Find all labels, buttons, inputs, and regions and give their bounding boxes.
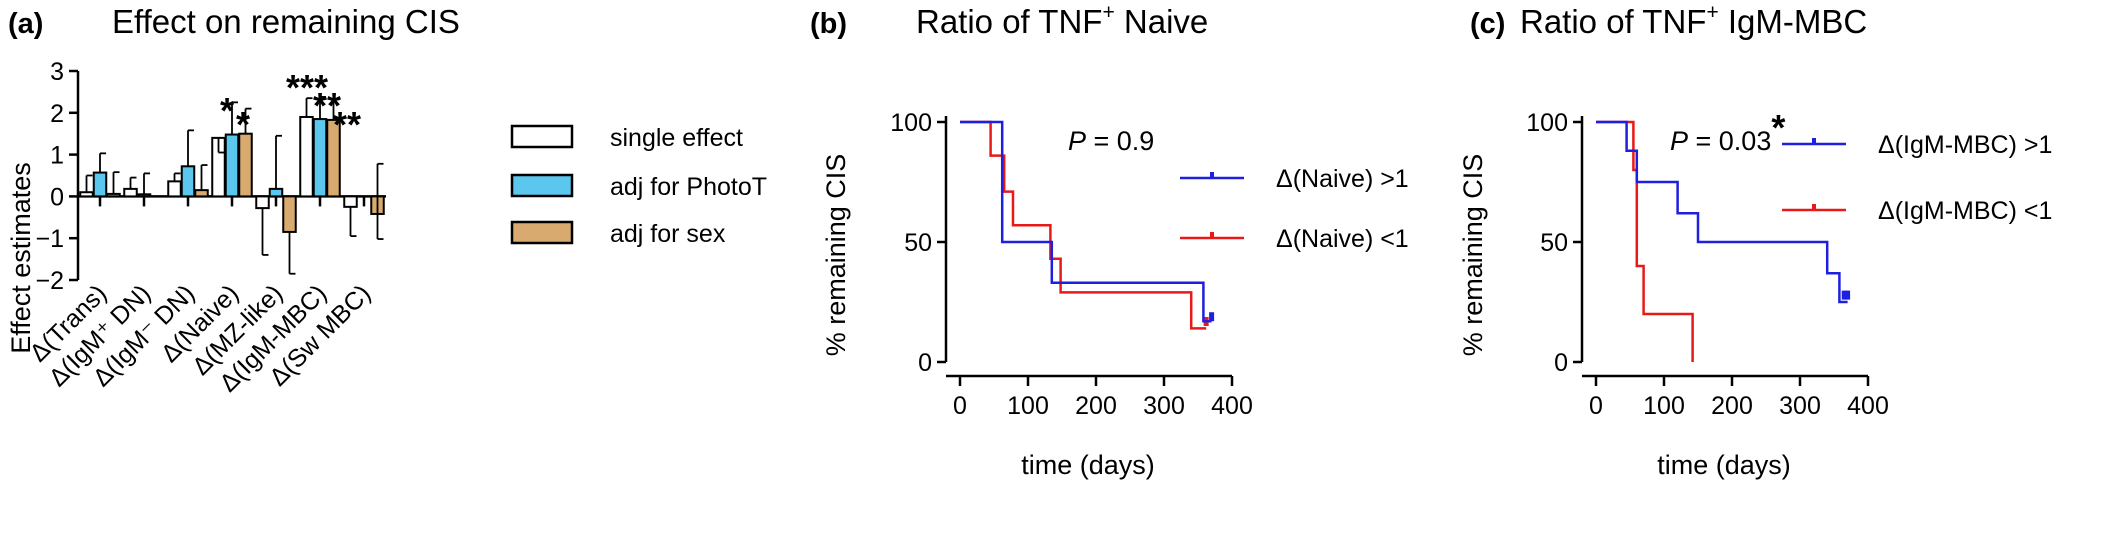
panel-b: (b) Ratio of TNF+ Naive % remaining CIS … [810, 1, 1409, 480]
bar [106, 192, 121, 198]
y-tick-label: 0 [918, 349, 932, 377]
y-tick-label: 50 [1540, 229, 1568, 257]
bar [312, 118, 328, 198]
panel-c-p-letter: P [1670, 126, 1688, 156]
panel-a-legend: single effect adj for PhotoT adj for sex [510, 124, 767, 248]
x-tick-label: 0 [1589, 392, 1603, 420]
panel-a-bars [79, 96, 385, 275]
x-tick-label: 300 [1779, 392, 1821, 420]
survival-curve [960, 120, 1212, 323]
panel-b-p-number: = 0.9 [1086, 126, 1154, 156]
panel-b-legend: Δ(Naive) >1 Δ(Naive) <1 [1180, 165, 1409, 253]
y-tick-label: 3 [50, 58, 64, 86]
panel-c-axes: 0 50 100 0 100 200 300 400 [1526, 109, 1889, 420]
panel-b-p-value: P = 0.9 [1068, 126, 1154, 156]
panel-c-tag: (c) [1470, 8, 1505, 40]
x-tick-label: 300 [1143, 392, 1185, 420]
bar [136, 193, 152, 198]
panel-c-x-axis-label: time (days) [1657, 450, 1791, 480]
y-tick-label: 100 [890, 109, 932, 137]
y-tick-label: 50 [904, 229, 932, 257]
panel-b-y-axis-label: % remaining CIS [821, 154, 851, 357]
legend-swatch-adj-photot [510, 173, 574, 198]
bar [79, 191, 94, 198]
bar [180, 165, 196, 198]
bar [167, 180, 182, 198]
bar [299, 115, 314, 198]
panel-c-y-axis-label: % remaining CIS [1458, 154, 1488, 357]
significance-star: * [220, 90, 234, 131]
x-tick-label: 100 [1007, 392, 1049, 420]
panel-a-significance: * ******** [220, 67, 361, 145]
panel-b-curves [960, 120, 1215, 330]
panel-a-tag: (a) [8, 8, 43, 40]
panel-b-title-sup: + [1102, 1, 1114, 24]
x-tick-label: 200 [1711, 392, 1753, 420]
bar [268, 187, 284, 198]
y-tick-label: 0 [1554, 349, 1568, 377]
panel-b-title-rest: Naive [1115, 3, 1209, 40]
legend-swatch-adj-sex [510, 220, 574, 245]
y-tick-label: 100 [1526, 109, 1568, 137]
significance-star: ** [313, 85, 341, 126]
y-tick-label: 2 [50, 100, 64, 128]
panel-b-axes: 0 50 100 0 100 200 300 400 [890, 109, 1253, 420]
panel-b-x-axis-label: time (days) [1021, 450, 1155, 480]
legend-label-naive-low: Δ(Naive) <1 [1276, 225, 1409, 253]
legend-swatch-single-effect [510, 124, 574, 149]
legend-label-naive-high: Δ(Naive) >1 [1276, 165, 1409, 193]
legend-item-adj-photot: adj for PhotoT [510, 173, 767, 201]
legend-label-adj-photot: adj for PhotoT [610, 173, 767, 201]
panel-a: (a) Effect on remaining CIS Effect estim… [6, 3, 767, 397]
panel-c-p-number: = 0.03 [1688, 126, 1771, 156]
panel-b-p-letter: P [1068, 126, 1086, 156]
bar [343, 195, 358, 208]
bar [194, 189, 209, 198]
legend-label-adj-sex: adj for sex [610, 220, 726, 248]
panel-b-title: Ratio of TNF+ Naive [916, 1, 1208, 40]
x-tick-label: 200 [1075, 392, 1117, 420]
panel-c-legend: Δ(IgM-MBC) >1 Δ(IgM-MBC) <1 [1782, 131, 2052, 225]
legend-label-single-effect: single effect [610, 124, 743, 152]
panel-b-title-main: Ratio of TNF [916, 3, 1102, 40]
panel-b-tag: (b) [810, 8, 847, 40]
x-tick-label: 100 [1643, 392, 1685, 420]
legend-label-igm-low: Δ(IgM-MBC) <1 [1878, 197, 2052, 225]
survival-curve [1596, 120, 1694, 362]
panel-c-title-main: Ratio of TNF [1520, 3, 1706, 40]
legend-item-adj-sex: adj for sex [510, 220, 726, 248]
bar [123, 187, 138, 198]
panel-c-title: Ratio of TNF+ IgM-MBC [1520, 1, 1867, 40]
survival-curve [960, 120, 1207, 330]
significance-star: *** [286, 67, 328, 108]
panel-c-title-rest: IgM-MBC [1719, 3, 1868, 40]
significance-star: ** [333, 104, 361, 145]
panel-a-y-axis-label: Effect estimates [6, 162, 36, 354]
panel-c: (c) Ratio of TNF+ IgM-MBC % remaining CI… [1458, 1, 2052, 480]
panel-c-p-value: P = 0.03* [1670, 107, 1785, 156]
panel-c-p-star: * [1771, 107, 1785, 148]
panel-c-title-sup: + [1706, 1, 1718, 24]
significance-star: * [236, 104, 250, 145]
legend-item-single-effect: single effect [510, 124, 743, 152]
y-tick-label: −1 [35, 225, 64, 253]
x-tick-label: 400 [1211, 392, 1253, 420]
bar [255, 195, 270, 210]
x-tick-label: 400 [1847, 392, 1889, 420]
y-tick-label: −2 [35, 267, 64, 295]
y-tick-label: 0 [50, 183, 64, 211]
x-tick-label: 0 [953, 392, 967, 420]
bar [92, 171, 108, 198]
survival-curve [1596, 120, 1848, 304]
legend-label-igm-high: Δ(IgM-MBC) >1 [1878, 131, 2052, 159]
panel-c-curves [1596, 120, 1851, 362]
bar [282, 195, 297, 233]
y-tick-label: 1 [50, 142, 64, 170]
panel-a-title: Effect on remaining CIS [112, 3, 460, 40]
